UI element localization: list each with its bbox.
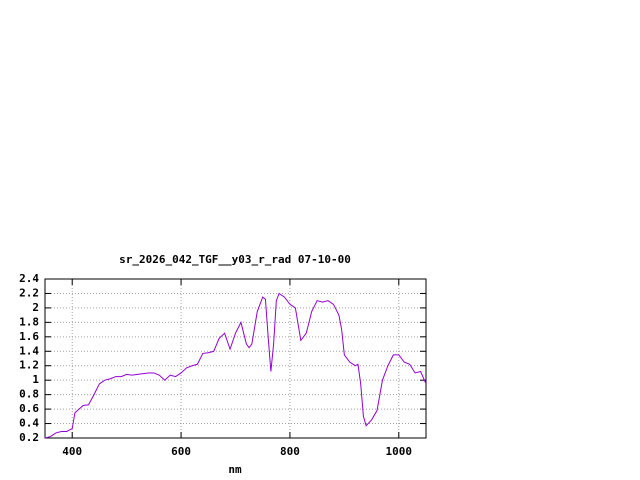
x-axis-label: nm [228,463,242,476]
y-tick-label: 0.6 [19,402,39,415]
y-tick-label: 1.8 [19,315,39,328]
x-tick-label: 800 [280,445,300,458]
y-tick-label: 2.2 [19,286,39,299]
x-tick-label: 400 [62,445,82,458]
y-tick-label: 0.4 [19,417,39,430]
x-tick-label: 1000 [386,445,413,458]
y-tick-label: 1.4 [19,344,39,357]
y-tick-label: 0.2 [19,431,39,444]
data-line [44,292,427,439]
y-tick-label: 0.8 [19,388,39,401]
y-tick-label: 2.4 [19,272,39,285]
y-tick-label: 2 [32,301,39,314]
y-tick-label: 1.6 [19,330,39,343]
plot-border [44,278,427,439]
x-tick-label: 600 [171,445,191,458]
y-tick-label: 1.2 [19,359,39,372]
chart-title: sr_2026_042_TGF__y03_r_rad 07-10-00 [119,253,351,266]
y-tick-label: 1 [32,373,39,386]
